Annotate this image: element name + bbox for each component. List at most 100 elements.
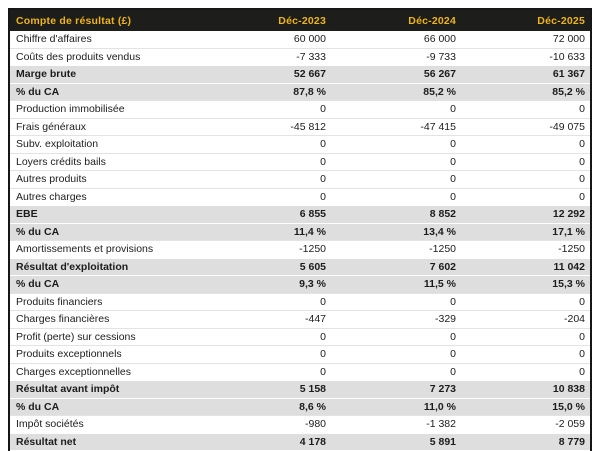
cell-value: 0 (579, 190, 585, 203)
row-label: Profit (perte) sur cessions (16, 330, 136, 343)
row-label: Produits exceptionnels (16, 348, 122, 360)
table-row: % du CA 9,3 % 11,5 % 15,3 % (9, 275, 591, 293)
cell-value: 0 (579, 365, 585, 378)
cell-value: 0 (450, 348, 456, 360)
cell-value: 0 (450, 190, 456, 203)
cell-value: -2 059 (555, 418, 585, 430)
row-label: Coûts des produits vendus (16, 50, 141, 63)
cell-value: 6 855 (299, 208, 326, 220)
cell-value: -447 (304, 313, 326, 325)
row-label: Subv. exploitation (16, 138, 99, 150)
cell-value: 85,2 % (552, 85, 585, 98)
cell-value: -7 333 (296, 50, 326, 63)
cell-value: 60 000 (293, 33, 326, 45)
cell-value: -980 (304, 418, 326, 430)
cell-value: 66 000 (423, 33, 456, 45)
table-row: Impôt sociétés -980 -1 382 -2 059 (9, 415, 591, 433)
table-row: Profit (perte) sur cessions 0 0 0 (9, 328, 591, 346)
table-row: Charges exceptionnelles 0 0 0 (9, 363, 591, 381)
table-row: Résultat d'exploitation 5 605 7 602 11 042 (9, 258, 591, 276)
table-row: Autres charges 0 0 0 (9, 188, 591, 206)
cell-value: 85,2 % (423, 85, 456, 98)
cell-value: 11,4 % (293, 225, 326, 238)
table-row: Marge brute 52 667 56 267 61 367 (9, 65, 591, 83)
cell-value: 5 158 (299, 383, 326, 395)
cell-value: 0 (579, 330, 585, 343)
table-row: Résultat avant impôt 5 158 7 273 10 838 (9, 380, 591, 398)
cell-value: 0 (320, 330, 326, 343)
cell-value: 0 (450, 173, 456, 185)
cell-value: -1250 (558, 243, 585, 255)
cell-value: 10 838 (552, 383, 585, 395)
table-row: % du CA 87,8 % 85,2 % 85,2 % (9, 83, 591, 101)
table-row: Charges financières -447 -329 -204 (9, 310, 591, 328)
table-body: Chiffre d'affaires 60 000 66 000 72 000 Coût… (9, 31, 591, 451)
cell-value: 4 178 (299, 435, 326, 448)
row-label: Frais généraux (16, 120, 87, 133)
table-row: Chiffre d'affaires 60 000 66 000 72 000 (9, 31, 591, 48)
cell-value: 0 (450, 365, 456, 378)
cell-value: -49 075 (549, 120, 585, 133)
cell-value: 52 667 (293, 68, 326, 80)
row-label: Loyers crédits bails (16, 155, 106, 168)
cell-value: 8 779 (558, 435, 585, 448)
cell-value: 0 (579, 173, 585, 185)
cell-value: 12 292 (552, 208, 585, 220)
table-row: Amortissements et provisions -1250 -1250 -1… (9, 240, 591, 258)
row-label: Impôt sociétés (16, 418, 84, 430)
row-label: % du CA (16, 225, 60, 238)
cell-value: 0 (579, 138, 585, 150)
cell-value: 13,4 % (423, 225, 456, 238)
cell-value: -1250 (299, 243, 326, 255)
cell-value: 87,8 % (293, 85, 326, 98)
table-row: % du CA 8,6 % 11,0 % 15,0 % (9, 398, 591, 416)
cell-value: -10 633 (549, 50, 585, 63)
cell-value: 0 (450, 295, 456, 308)
table-title: Compte de résultat (£) (9, 9, 201, 31)
row-label: Autres charges (16, 190, 87, 203)
cell-value: 0 (450, 103, 456, 115)
cell-value: 0 (320, 295, 326, 308)
column-header-dec-2023: Déc-2023 (201, 9, 331, 31)
cell-value: 0 (579, 103, 585, 115)
row-label: % du CA (16, 85, 60, 98)
table-row: Résultat net 4 178 5 891 8 779 (9, 433, 591, 451)
cell-value: 7 273 (429, 383, 456, 395)
cell-value: 15,3 % (552, 278, 585, 290)
row-label: Amortissements et provisions (16, 243, 154, 255)
cell-value: 0 (320, 365, 326, 378)
row-label: Résultat net (16, 435, 77, 448)
cell-value: 0 (450, 155, 456, 168)
income-statement-table: Compte de résultat (£) Déc-2023 Déc-2024… (8, 8, 592, 451)
row-label: % du CA (16, 278, 60, 290)
cell-value: -1250 (429, 243, 456, 255)
row-label: Marge brute (16, 68, 77, 80)
cell-value: -1 382 (426, 418, 456, 430)
cell-value: 56 267 (423, 68, 456, 80)
row-label: Résultat avant impôt (16, 383, 120, 395)
cell-value: 0 (320, 103, 326, 115)
cell-value: 0 (579, 295, 585, 308)
cell-value: 11 042 (553, 260, 585, 273)
cell-value: 0 (450, 138, 456, 150)
cell-value: 11,0 % (423, 400, 456, 413)
cell-value: 5 605 (299, 260, 326, 273)
row-label: % du CA (16, 400, 60, 413)
cell-value: 15,0 % (552, 400, 585, 413)
table-row: Autres produits 0 0 0 (9, 170, 591, 188)
cell-value: 7 602 (429, 260, 456, 273)
cell-value: 8,6 % (299, 400, 326, 413)
table-row: Subv. exploitation 0 0 0 (9, 135, 591, 153)
row-label: Production immobilisée (16, 103, 125, 115)
row-label: Produits financiers (16, 295, 103, 308)
table-row: Loyers crédits bails 0 0 0 (9, 153, 591, 171)
row-label: EBE (16, 208, 38, 220)
cell-value: 11,5 % (423, 278, 456, 290)
cell-value: 8 852 (429, 208, 456, 220)
table-row: Production immobilisée 0 0 0 (9, 100, 591, 118)
cell-value: 0 (320, 190, 326, 203)
row-label: Chiffre d'affaires (16, 33, 92, 45)
cell-value: 0 (320, 155, 326, 168)
row-label: Résultat d'exploitation (16, 260, 129, 273)
